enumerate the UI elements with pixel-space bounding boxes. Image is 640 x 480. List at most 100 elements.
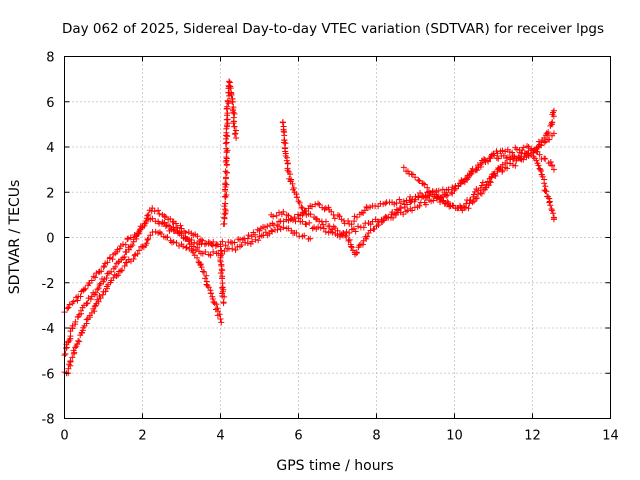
- data-point: [298, 204, 305, 211]
- data-point: [149, 215, 156, 222]
- data-point: [354, 214, 360, 221]
- data-point: [320, 221, 327, 228]
- x-axis-label: GPS time / hours: [276, 458, 393, 474]
- series-track-3: [61, 205, 220, 316]
- data-point: [223, 192, 230, 199]
- data-point: [322, 218, 329, 225]
- data-point: [315, 200, 321, 207]
- data-point: [264, 223, 271, 230]
- data-point: [550, 107, 557, 114]
- data-point: [346, 229, 353, 236]
- data-point: [449, 190, 456, 197]
- data-point: [543, 188, 550, 195]
- data-point: [64, 305, 71, 312]
- data-point: [172, 220, 179, 227]
- data-point: [229, 245, 236, 252]
- data-point: [380, 217, 387, 224]
- data-point: [341, 220, 348, 227]
- data-point: [393, 206, 400, 213]
- data-point: [95, 285, 102, 292]
- data-point: [548, 205, 555, 212]
- data-point: [79, 327, 86, 334]
- data-point: [222, 174, 229, 181]
- x-tick-label: 2: [138, 429, 146, 444]
- x-tick-label: 10: [446, 429, 463, 444]
- x-tick-label: 0: [60, 429, 68, 444]
- data-point: [127, 234, 134, 241]
- data-point: [287, 171, 294, 178]
- chart-title: Day 062 of 2025, Sidereal Day-to-day VTE…: [62, 21, 604, 37]
- data-point: [469, 165, 476, 172]
- series-track-7: [279, 119, 557, 258]
- data-point: [262, 229, 269, 236]
- data-point: [317, 224, 324, 231]
- data-point: [550, 130, 557, 137]
- x-tick-label: 8: [372, 429, 380, 444]
- data-point: [412, 193, 419, 200]
- data-point: [535, 162, 542, 169]
- data-point: [127, 243, 134, 250]
- data-point: [364, 233, 371, 240]
- data-point: [336, 213, 343, 220]
- y-tick-label: -2: [42, 277, 55, 292]
- data-point: [348, 244, 355, 251]
- data-point: [134, 250, 141, 257]
- data-point: [448, 189, 455, 196]
- data-point: [280, 224, 287, 231]
- data-point: [198, 264, 205, 271]
- y-tick-label: -8: [42, 413, 55, 428]
- data-point: [231, 131, 238, 138]
- data-point: [81, 286, 87, 293]
- data-point: [512, 162, 519, 169]
- data-point: [185, 238, 192, 245]
- data-point: [202, 249, 209, 256]
- data-point: [549, 207, 555, 214]
- data-point: [417, 190, 424, 197]
- data-point: [96, 282, 103, 289]
- data-point: [219, 238, 226, 245]
- series-track-6: [217, 243, 228, 307]
- data-point: [173, 239, 180, 246]
- data-point: [65, 304, 72, 311]
- data-point: [252, 231, 259, 238]
- data-point: [550, 210, 557, 217]
- data-point: [487, 155, 494, 162]
- data-point: [331, 215, 338, 222]
- data-point: [533, 157, 540, 164]
- data-point: [445, 186, 452, 193]
- x-tick-label: 6: [294, 429, 302, 444]
- data-point: [444, 198, 451, 205]
- data-point: [359, 241, 366, 248]
- data-point: [213, 241, 220, 248]
- data-point: [245, 232, 252, 239]
- data-point: [207, 252, 214, 259]
- data-point: [474, 167, 481, 174]
- data-point: [477, 163, 484, 170]
- data-point: [77, 293, 84, 300]
- data-point: [536, 165, 543, 172]
- data-point: [437, 199, 444, 206]
- data-point: [280, 208, 287, 215]
- y-tick-label: 0: [46, 232, 54, 247]
- data-point: [121, 254, 128, 261]
- data-point: [163, 222, 170, 229]
- data-point: [221, 293, 228, 300]
- data-point: [352, 228, 359, 235]
- data-point: [233, 134, 240, 141]
- data-point: [550, 216, 557, 223]
- data-point: [460, 203, 467, 210]
- data-point: [281, 139, 288, 146]
- data-point: [170, 239, 177, 246]
- data-point: [117, 267, 124, 274]
- data-point: [102, 288, 109, 295]
- data-point: [322, 228, 329, 235]
- data-point: [194, 254, 201, 261]
- data-point: [183, 244, 190, 251]
- data-point: [98, 268, 105, 275]
- data-point: [541, 180, 548, 187]
- data-point: [404, 168, 411, 175]
- data-point: [312, 215, 319, 222]
- data-point: [222, 206, 229, 213]
- data-point: [309, 203, 316, 210]
